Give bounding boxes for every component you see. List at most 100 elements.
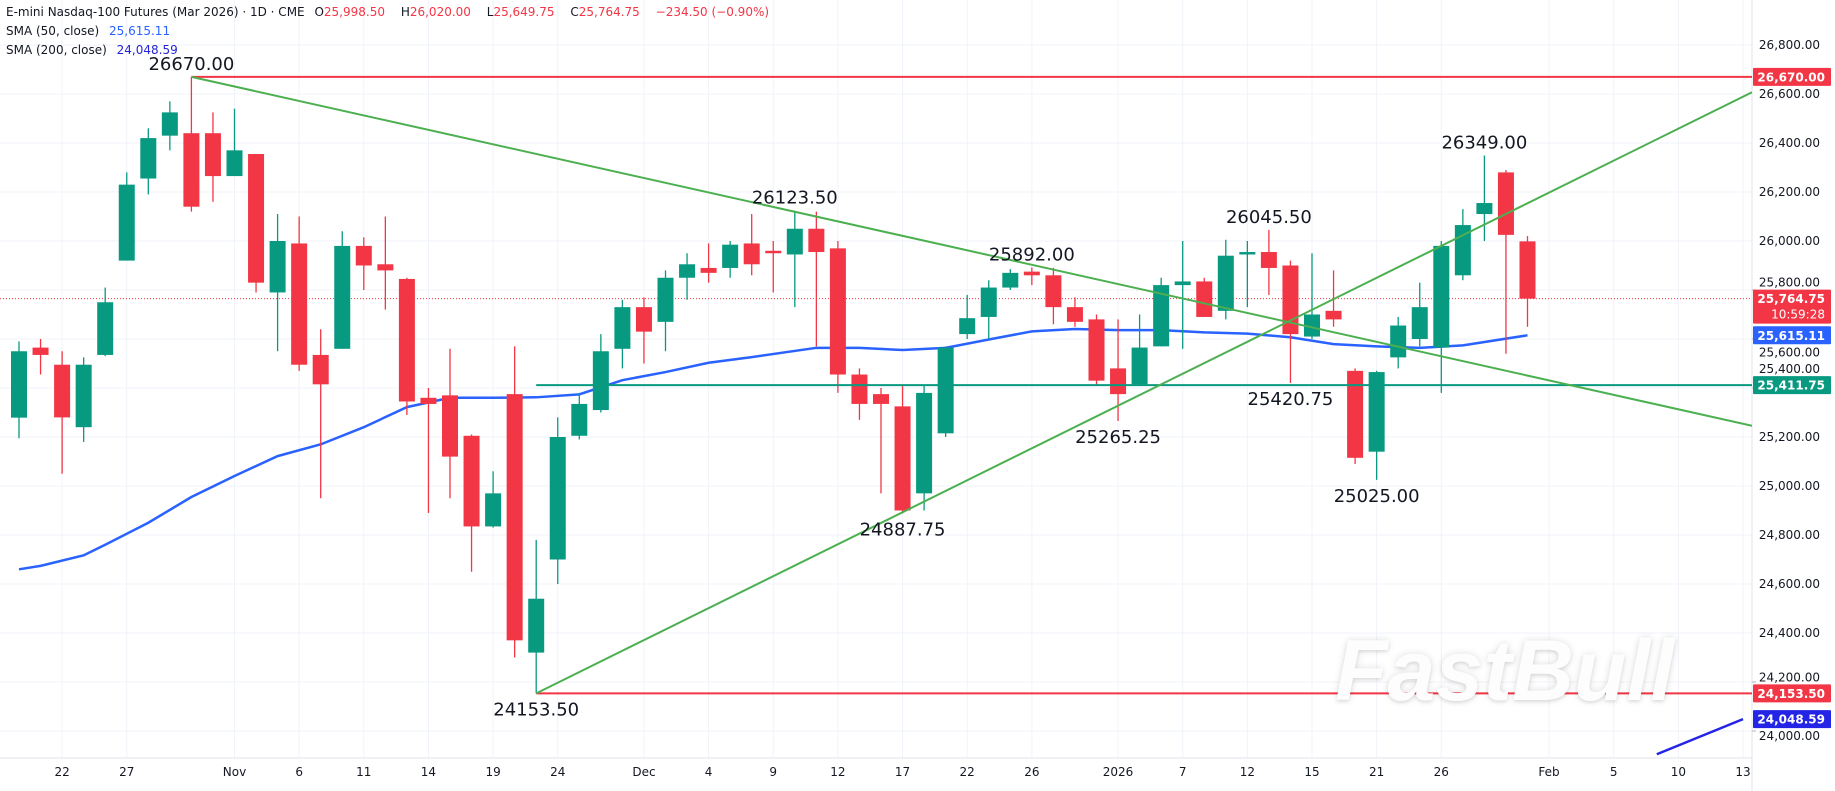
candle[interactable] — [54, 351, 71, 474]
candle[interactable] — [657, 270, 674, 352]
time-axis[interactable]: 22 27 Nov 6 11 14 19 24 Dec 4 9 12 17 22 26 2026 7 12 15 21… — [54, 765, 1750, 779]
candle[interactable] — [808, 211, 825, 347]
candle[interactable] — [312, 329, 329, 499]
candle[interactable] — [679, 253, 696, 300]
candle[interactable] — [894, 385, 911, 514]
candle[interactable] — [248, 154, 265, 293]
candle[interactable] — [1196, 277, 1213, 317]
candle[interactable] — [1045, 267, 1062, 325]
candle[interactable] — [1131, 314, 1148, 386]
candle[interactable] — [377, 216, 394, 310]
candle[interactable] — [592, 334, 609, 413]
candle[interactable] — [1239, 241, 1256, 308]
sma200-label: SMA (200, close) — [6, 43, 107, 57]
candle[interactable] — [1368, 370, 1385, 480]
candle[interactable] — [1217, 239, 1234, 320]
candle[interactable] — [722, 241, 739, 278]
candle[interactable] — [1066, 297, 1083, 327]
price-annotation[interactable]: 25265.25 — [1075, 427, 1161, 448]
candle[interactable] — [204, 112, 221, 202]
price-tag-background — [1753, 684, 1831, 703]
candle[interactable] — [1304, 253, 1320, 339]
candle[interactable] — [571, 392, 588, 440]
price-annotation[interactable]: 25025.00 — [1334, 486, 1420, 507]
candle[interactable] — [506, 346, 523, 658]
candle[interactable] — [1002, 269, 1019, 290]
candle[interactable] — [937, 346, 954, 437]
candle[interactable] — [959, 294, 976, 339]
symbol-legend[interactable]: E-mini Nasdaq-100 Futures (Mar 2026) · 1… — [6, 5, 775, 19]
candle[interactable] — [463, 434, 480, 572]
candle[interactable] — [614, 299, 631, 369]
sma50-line[interactable] — [18, 327, 1528, 571]
candle-body — [765, 250, 782, 254]
price-annotation[interactable]: 24153.50 — [493, 699, 579, 720]
candle[interactable] — [32, 339, 49, 375]
price-annotation[interactable]: 26045.50 — [1226, 207, 1312, 228]
candle[interactable] — [980, 280, 997, 339]
price-axis[interactable]: 24,000.00 24,200.00 24,400.00 24,600.00 24,8… — [1752, 38, 1820, 743]
candle[interactable] — [1433, 241, 1450, 393]
candle[interactable] — [161, 101, 178, 151]
candle[interactable] — [1260, 229, 1277, 295]
candle[interactable] — [1411, 282, 1428, 347]
sma200-line[interactable] — [1656, 717, 1744, 756]
candle[interactable] — [528, 539, 545, 694]
price-annotation[interactable]: 25420.75 — [1248, 389, 1334, 410]
candle[interactable] — [75, 357, 92, 442]
candle[interactable] — [1476, 155, 1493, 241]
sma50-legend[interactable]: SMA (50, close) 25,615.11 — [6, 24, 176, 38]
candle[interactable] — [140, 128, 157, 195]
candle[interactable] — [269, 214, 286, 352]
candle[interactable] — [1519, 236, 1536, 327]
candle[interactable] — [916, 385, 933, 511]
candle[interactable] — [1390, 316, 1407, 369]
low-label: L — [486, 5, 494, 19]
candle[interactable] — [635, 297, 652, 364]
candle[interactable] — [97, 287, 114, 357]
price-annotation[interactable]: 26349.00 — [1441, 132, 1527, 153]
candle[interactable] — [355, 237, 372, 290]
candle[interactable] — [183, 76, 200, 212]
candle[interactable] — [1110, 319, 1127, 422]
candle[interactable] — [829, 241, 846, 393]
candle[interactable] — [11, 341, 27, 439]
candle[interactable] — [485, 471, 502, 528]
candle[interactable] — [398, 277, 415, 415]
candle[interactable] — [851, 368, 868, 420]
candle[interactable] — [291, 216, 308, 371]
price-annotation[interactable]: 24887.75 — [860, 520, 946, 541]
trend-line[interactable] — [191, 75, 1752, 427]
candle[interactable] — [1088, 314, 1105, 386]
candle[interactable] — [1454, 209, 1471, 281]
price-annotation[interactable]: 26670.00 — [148, 54, 234, 75]
candle[interactable] — [1153, 277, 1170, 347]
candle[interactable] — [334, 231, 351, 349]
trend-line[interactable] — [535, 91, 1752, 695]
time-tick-label: 10 — [1671, 765, 1686, 779]
candle[interactable] — [1347, 368, 1364, 464]
candle[interactable] — [1497, 169, 1514, 354]
candle-body — [506, 394, 523, 641]
candle[interactable] — [442, 348, 458, 499]
candle[interactable] — [420, 388, 437, 513]
candle-body — [571, 403, 588, 436]
candle-body — [334, 245, 351, 349]
candle[interactable] — [743, 214, 760, 276]
time-tick-label: Feb — [1538, 765, 1559, 779]
candle[interactable] — [118, 172, 135, 261]
candle[interactable] — [873, 388, 889, 494]
candle[interactable] — [765, 241, 782, 293]
candle[interactable] — [786, 210, 803, 308]
candle[interactable] — [226, 108, 243, 177]
sma200-legend[interactable]: SMA (200, close) 24,048.59 — [6, 43, 184, 57]
candle[interactable] — [1023, 267, 1040, 286]
price-annotation[interactable]: 26123.50 — [752, 188, 838, 209]
candle-body — [1002, 272, 1019, 288]
candle[interactable] — [549, 417, 566, 584]
plot-area[interactable]: 26670.00 24153.50 26123.50 24887.75 25892.00… — [0, 54, 1752, 756]
price-annotation[interactable]: 25892.00 — [989, 244, 1075, 265]
candle[interactable] — [700, 243, 717, 283]
candle[interactable] — [1174, 241, 1191, 349]
